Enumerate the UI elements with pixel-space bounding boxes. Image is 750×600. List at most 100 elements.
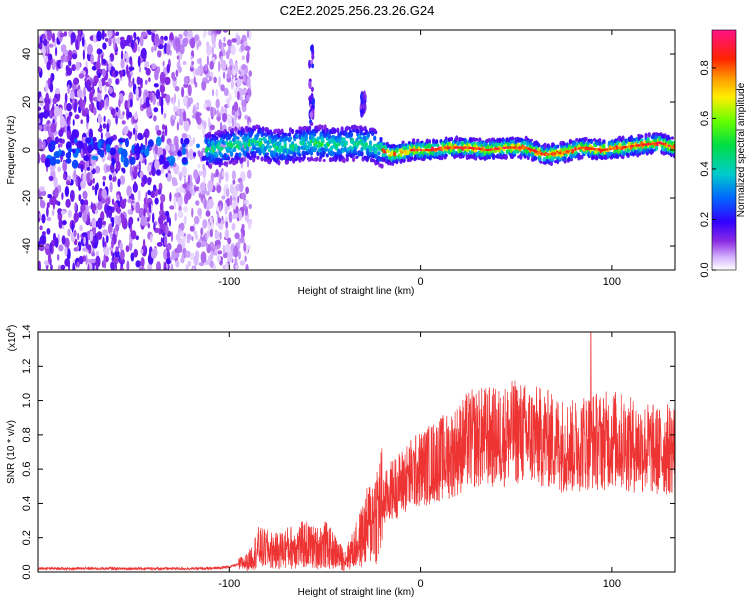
noise-cell bbox=[119, 175, 126, 185]
noise-cell bbox=[82, 49, 85, 60]
spectrogram-heatmap bbox=[38, 30, 675, 270]
noise-cell bbox=[158, 38, 164, 45]
noise-cell bbox=[153, 107, 159, 113]
noise-cell bbox=[100, 132, 103, 140]
noise-cell bbox=[130, 252, 135, 262]
noise-cell bbox=[108, 36, 112, 47]
signal-cell bbox=[598, 138, 602, 143]
noise-cell bbox=[38, 66, 42, 73]
noise-cell bbox=[73, 212, 79, 223]
noise-cell bbox=[55, 88, 60, 95]
noise-cell bbox=[96, 182, 99, 191]
noise-cell bbox=[180, 257, 185, 264]
noise-cell bbox=[59, 107, 63, 118]
noise-cell bbox=[67, 210, 72, 218]
noise-cell bbox=[57, 254, 60, 261]
noise-cell bbox=[220, 59, 227, 71]
noise-cell bbox=[145, 135, 148, 147]
noise-cell bbox=[110, 108, 116, 116]
signal-cell bbox=[498, 137, 502, 144]
noise-cell bbox=[133, 112, 139, 120]
noise-cell bbox=[190, 55, 193, 61]
noise-cell bbox=[68, 111, 73, 117]
noise-cell bbox=[150, 93, 153, 103]
noise-cell bbox=[206, 230, 210, 239]
noise-cell bbox=[190, 37, 196, 49]
noise-cell bbox=[196, 241, 202, 248]
noise-cell bbox=[113, 37, 116, 50]
noise-cell bbox=[202, 163, 206, 171]
noise-cell bbox=[102, 58, 106, 65]
spur-cell bbox=[311, 63, 315, 69]
noise-cell bbox=[78, 73, 85, 79]
noise-cell bbox=[197, 207, 203, 217]
signal-cell bbox=[288, 136, 293, 141]
noise-cell bbox=[137, 189, 141, 202]
noise-cell bbox=[241, 64, 247, 71]
noise-cell bbox=[215, 168, 219, 178]
noise-cell bbox=[115, 160, 121, 172]
noise-cell bbox=[154, 69, 159, 81]
noise-cell bbox=[206, 55, 209, 66]
noise-cell bbox=[137, 46, 140, 52]
noise-cell bbox=[140, 47, 147, 60]
noise-cell bbox=[135, 201, 141, 213]
noise-cell bbox=[182, 37, 188, 48]
noise-cell bbox=[154, 197, 159, 205]
noise-cell bbox=[193, 169, 199, 180]
signal-cell bbox=[206, 146, 210, 151]
noise-cell bbox=[64, 123, 67, 134]
noise-cell bbox=[61, 235, 66, 245]
noise-cell bbox=[55, 159, 61, 165]
signal-cell bbox=[253, 154, 257, 159]
spur-cell bbox=[361, 107, 365, 114]
noise-cell bbox=[102, 123, 107, 129]
signal-cell bbox=[345, 156, 349, 162]
noise-cell bbox=[90, 165, 93, 171]
noise-cell bbox=[177, 200, 181, 207]
spectrogram-xtick-label: -100 bbox=[218, 276, 240, 288]
noise-cell bbox=[191, 236, 194, 242]
noise-cell bbox=[50, 122, 57, 133]
noise-cell bbox=[135, 235, 139, 241]
noise-cell bbox=[130, 60, 133, 67]
noise-cell bbox=[49, 242, 52, 254]
noise-cell bbox=[118, 138, 124, 143]
noise-cell bbox=[177, 98, 181, 110]
noise-cell bbox=[66, 103, 72, 112]
signal-core-cell bbox=[672, 146, 675, 149]
signal-cell bbox=[285, 160, 289, 165]
noise-cell bbox=[128, 72, 131, 83]
noise-cell bbox=[175, 260, 180, 268]
noise-cell bbox=[89, 171, 93, 181]
noise-cell bbox=[200, 251, 207, 264]
spectrogram-axes: -100 0 100 -40 -20 0 20 40 bbox=[21, 30, 675, 288]
signal-cell bbox=[522, 140, 526, 145]
signal-cell bbox=[349, 132, 354, 138]
noise-cell bbox=[91, 65, 97, 71]
noise-cell bbox=[246, 52, 250, 64]
noise-cell bbox=[105, 37, 109, 42]
noise-cell bbox=[174, 212, 177, 222]
noise-cell bbox=[174, 93, 176, 104]
noise-cell bbox=[130, 230, 137, 240]
noise-cell bbox=[69, 90, 75, 100]
noise-cell bbox=[239, 260, 246, 266]
signal-cell bbox=[374, 130, 378, 135]
noise-cell bbox=[83, 199, 89, 207]
signal-cell bbox=[492, 153, 496, 160]
noise-cell bbox=[223, 36, 226, 42]
noise-cell bbox=[193, 215, 200, 225]
noise-cell bbox=[110, 261, 115, 270]
noise-cell bbox=[146, 216, 150, 223]
signal-cell bbox=[519, 153, 523, 160]
noise-cell bbox=[65, 198, 71, 208]
noise-cell bbox=[185, 250, 191, 258]
noise-cell bbox=[55, 46, 58, 57]
noise-cell bbox=[221, 219, 225, 224]
noise-cell bbox=[75, 61, 81, 71]
spectrogram-ytick-label: -40 bbox=[21, 238, 33, 254]
noise-cell bbox=[90, 201, 93, 210]
noise-cell bbox=[139, 135, 144, 140]
noise-cell bbox=[106, 143, 111, 153]
